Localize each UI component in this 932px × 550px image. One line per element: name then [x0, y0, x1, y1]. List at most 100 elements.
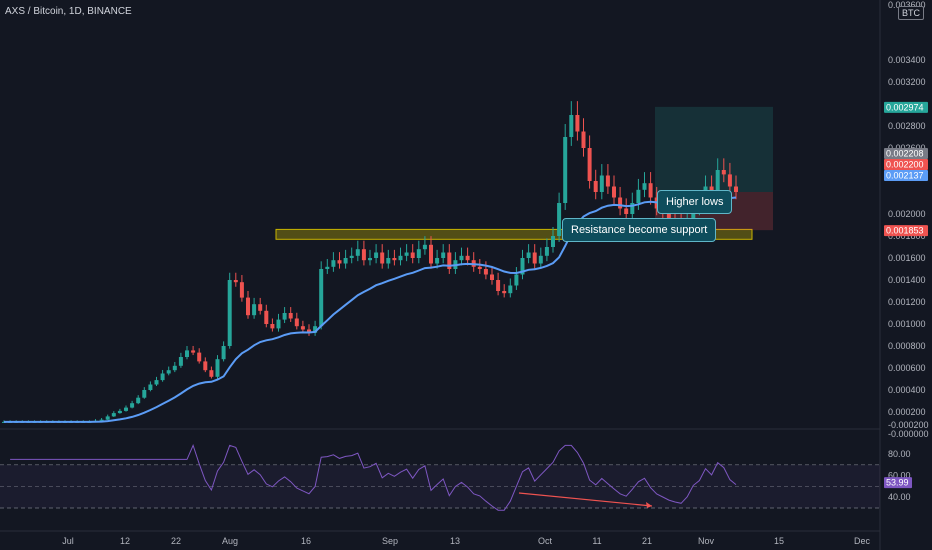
candle-body — [422, 244, 427, 250]
candle-body — [276, 319, 281, 329]
divergence-arrowhead — [646, 502, 652, 508]
candle-body — [630, 203, 635, 214]
price-label: 0.002137 — [886, 171, 924, 181]
x-tick-label: Aug — [222, 536, 238, 546]
y-tick-label: 0.003200 — [888, 77, 926, 87]
x-tick-label: Oct — [538, 536, 553, 546]
candle-body — [166, 370, 171, 374]
candle-body — [569, 115, 574, 137]
candle-body — [538, 255, 543, 264]
rsi-tick-label: 80.00 — [888, 449, 911, 459]
y-tick-label: -0.000200 — [888, 420, 929, 430]
candle-body — [502, 291, 507, 294]
candle-body — [624, 208, 629, 214]
candle-body — [465, 255, 470, 261]
divergence-line — [518, 492, 653, 507]
target-zone — [655, 106, 773, 192]
candle-body — [441, 252, 446, 258]
candle-body — [105, 416, 110, 420]
candle-body — [197, 352, 202, 362]
candle-body — [666, 214, 671, 220]
candle-body — [99, 419, 104, 421]
candle-body — [715, 170, 720, 192]
candle-body — [575, 115, 580, 132]
candle-body — [343, 258, 348, 264]
candle-body — [313, 326, 318, 333]
candle-body — [148, 384, 153, 390]
candle-body — [459, 255, 464, 261]
candle-body — [331, 260, 336, 267]
rsi-band — [0, 464, 880, 508]
candle-body — [288, 313, 293, 319]
y-tick-label: 0.000800 — [888, 341, 926, 351]
candle-body — [117, 410, 122, 414]
ema-line — [4, 196, 737, 423]
candle-body — [136, 397, 141, 404]
candle-body — [398, 255, 403, 261]
rsi-value-label: 53.99 — [886, 478, 909, 488]
candle-body — [215, 359, 220, 377]
currency-badge[interactable]: BTC — [898, 6, 924, 20]
candle-body — [447, 252, 452, 269]
candle-body — [593, 181, 598, 192]
x-tick-label: 12 — [120, 536, 130, 546]
candle-body — [508, 285, 513, 294]
x-tick-label: Nov — [698, 536, 715, 546]
candle-body — [142, 390, 147, 398]
candle-body — [270, 324, 275, 329]
candle-body — [160, 373, 165, 381]
x-tick-label: 11 — [592, 536, 601, 546]
candle-body — [386, 258, 391, 264]
candle-body — [124, 407, 128, 411]
support-zone — [275, 228, 753, 240]
candle-body — [483, 269, 488, 275]
candle-body — [258, 304, 263, 311]
symbol-title: AXS / Bitcoin, 1D, BINANCE — [5, 6, 132, 17]
x-tick-label: 22 — [171, 536, 181, 546]
candle-body — [191, 350, 196, 353]
candle-body — [544, 247, 549, 256]
candle-body — [648, 183, 653, 198]
candle-body — [532, 252, 537, 264]
x-tick-label: 15 — [774, 536, 784, 546]
candle-body — [618, 197, 623, 209]
price-label: 0.002974 — [886, 102, 924, 112]
candle-body — [581, 131, 586, 148]
candle-body — [307, 329, 311, 333]
price-label-box — [884, 159, 928, 170]
higher-lows-callout: Higher lows — [657, 190, 733, 214]
candle-body — [477, 266, 482, 269]
y-tick-label: 0.002800 — [888, 121, 926, 131]
candle-body — [514, 274, 519, 286]
candle-body — [282, 313, 287, 320]
candle-body — [221, 346, 226, 360]
price-label-box — [884, 101, 928, 113]
x-tick-label: Jul — [62, 536, 74, 546]
candle-body — [349, 255, 354, 258]
candle-body — [429, 244, 433, 264]
x-tick-label: Sep — [382, 536, 398, 546]
candle-body — [264, 310, 269, 324]
candle-body — [435, 258, 440, 264]
candle-body — [319, 269, 324, 327]
price-label-box — [884, 148, 928, 159]
candle-body — [246, 297, 250, 316]
candle-body — [721, 170, 726, 175]
candle-body — [361, 249, 366, 261]
y-tick-label: -0.000000 — [888, 429, 929, 439]
candle-body — [380, 252, 385, 264]
candle-body — [392, 258, 397, 261]
y-tick-label: 0.001200 — [888, 297, 926, 307]
rsi-tick-label: 40.00 — [888, 492, 911, 502]
candle-body — [642, 183, 647, 190]
rsi-value-box — [884, 477, 912, 489]
price-label: 0.002200 — [886, 160, 924, 170]
candle-body — [154, 380, 159, 385]
y-tick-label: 0.000600 — [888, 363, 926, 373]
y-tick-label: 0.003600 — [888, 0, 926, 10]
y-tick-label: 0.001000 — [888, 319, 926, 329]
y-tick-label: 0.000400 — [888, 385, 926, 395]
candle-body — [691, 208, 696, 220]
candle-body — [227, 280, 232, 346]
